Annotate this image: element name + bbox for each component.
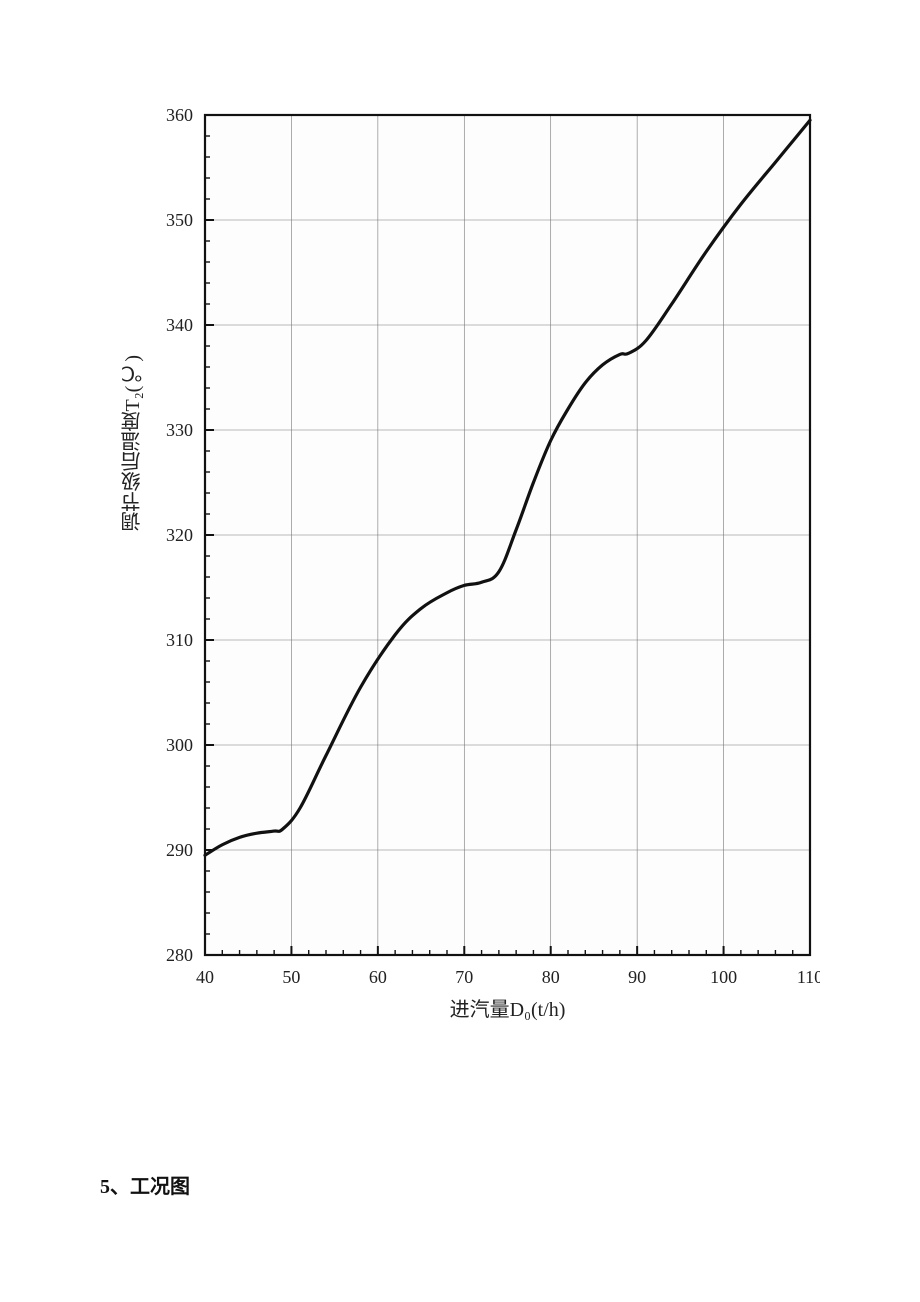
x-tick-label: 100 (710, 967, 737, 987)
x-tick-label: 40 (196, 967, 214, 987)
x-tick-label: 60 (369, 967, 387, 987)
x-tick-label: 90 (628, 967, 646, 987)
y-tick-label: 320 (166, 525, 193, 545)
y-tick-label: 330 (166, 420, 193, 440)
y-tick-label: 280 (166, 945, 193, 965)
y-tick-label: 350 (166, 210, 193, 230)
y-tick-label: 360 (166, 105, 193, 125)
y-tick-label: 290 (166, 840, 193, 860)
x-tick-label: 70 (455, 967, 473, 987)
y-tick-label: 340 (166, 315, 193, 335)
y-axis-label: 调节级后温度T₂(℃) (118, 355, 147, 532)
line-chart: 40 50 60 70 80 90 100 110 280 290 300 310 320 330 340 3… (120, 100, 820, 1030)
figure-caption: 5、工况图 (100, 1170, 190, 1199)
y-tick-label: 310 (166, 630, 193, 650)
page: 40 50 60 70 80 90 100 110 280 290 300 310 320 330 340 3… (0, 0, 920, 1302)
x-tick-label: 50 (282, 967, 300, 987)
x-tick-label: 80 (542, 967, 560, 987)
x-axis-label: 进汽量D₀(t/h) (450, 993, 566, 1022)
y-tick-label: 300 (166, 735, 193, 755)
x-tick-label: 110 (797, 967, 820, 987)
chart-svg: 40 50 60 70 80 90 100 110 280 290 300 310 320 330 340 3… (120, 100, 820, 1030)
